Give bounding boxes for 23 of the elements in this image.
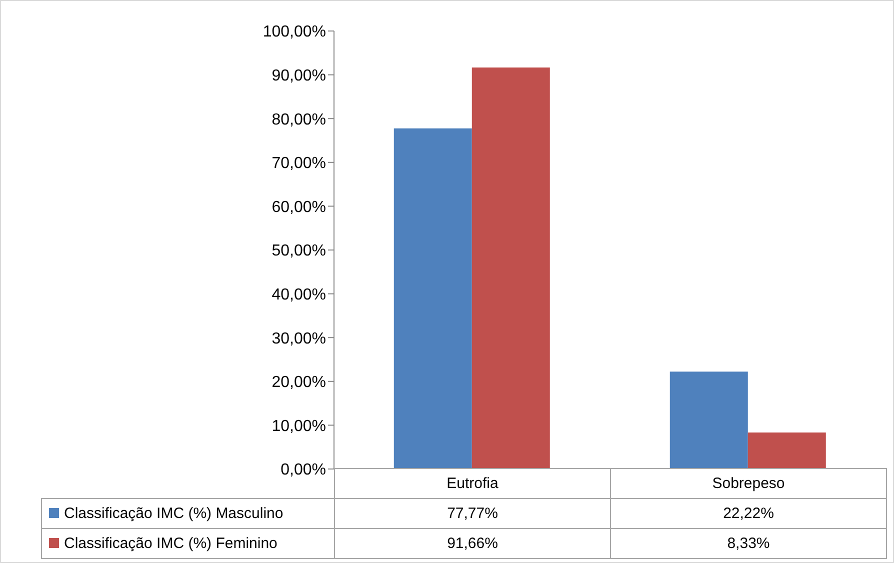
y-tick-label: 80,00% (272, 111, 326, 128)
y-tick-label: 70,00% (272, 155, 326, 172)
legend-label: Classificação IMC (%) Masculino (42, 498, 334, 528)
legend-label: Classificação IMC (%) Feminino (42, 528, 334, 558)
y-tick-label: 40,00% (272, 286, 326, 304)
y-tick-label: 20,00% (272, 374, 326, 392)
y-tick-label: 30,00% (272, 330, 326, 348)
data-label: 22,22% (610, 498, 886, 528)
x-tick-label: Eutrofia (334, 468, 610, 498)
data-label: 91,66% (334, 528, 610, 558)
y-tick-label: 0,00% (280, 462, 326, 479)
bar (670, 372, 748, 469)
data-label: 8,33% (610, 528, 886, 558)
y-tick-label: 60,00% (272, 198, 326, 216)
bar (748, 432, 826, 469)
bar (472, 68, 550, 469)
y-tick-label: 50,00% (272, 242, 326, 260)
y-tick-label: 100,00% (262, 24, 326, 41)
x-tick-label: Sobrepeso (610, 468, 886, 498)
bar (394, 128, 472, 469)
y-tick-label: 90,00% (272, 67, 326, 84)
data-label: 77,77% (334, 498, 610, 528)
y-tick-label: 10,00% (272, 418, 326, 435)
